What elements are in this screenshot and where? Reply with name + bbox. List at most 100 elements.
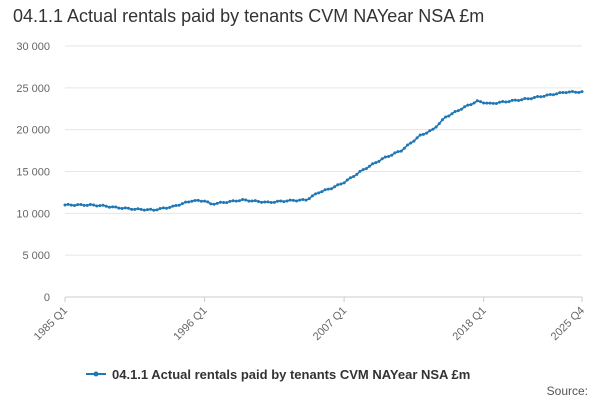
data-point[interactable] xyxy=(266,200,270,204)
data-point[interactable] xyxy=(310,194,314,198)
data-point[interactable] xyxy=(520,98,524,102)
data-point[interactable] xyxy=(406,143,410,147)
data-point[interactable] xyxy=(234,199,238,203)
data-point[interactable] xyxy=(402,146,406,150)
data-point[interactable] xyxy=(171,204,175,208)
data-point[interactable] xyxy=(282,200,286,204)
data-point[interactable] xyxy=(339,182,343,186)
data-point[interactable] xyxy=(475,99,479,103)
data-point[interactable] xyxy=(317,191,321,195)
data-point[interactable] xyxy=(225,201,229,205)
data-point[interactable] xyxy=(260,200,264,204)
data-point[interactable] xyxy=(513,98,517,102)
data-point[interactable] xyxy=(104,204,108,208)
data-point[interactable] xyxy=(333,185,337,189)
data-point[interactable] xyxy=(218,200,222,204)
data-point[interactable] xyxy=(114,205,118,209)
data-point[interactable] xyxy=(364,167,368,171)
data-point[interactable] xyxy=(193,198,197,202)
data-point[interactable] xyxy=(393,151,397,155)
data-point[interactable] xyxy=(295,199,299,203)
data-point[interactable] xyxy=(136,207,140,211)
data-point[interactable] xyxy=(145,208,149,212)
data-point[interactable] xyxy=(107,205,111,209)
data-point[interactable] xyxy=(390,153,394,157)
data-point[interactable] xyxy=(501,100,505,104)
data-point[interactable] xyxy=(555,92,559,96)
data-point[interactable] xyxy=(120,206,124,210)
data-point[interactable] xyxy=(504,100,508,104)
data-point[interactable] xyxy=(222,201,226,205)
data-point[interactable] xyxy=(130,207,134,211)
data-point[interactable] xyxy=(231,199,235,203)
data-point[interactable] xyxy=(63,203,67,207)
data-point[interactable] xyxy=(158,206,162,210)
data-point[interactable] xyxy=(415,136,419,140)
data-point[interactable] xyxy=(142,208,146,212)
data-point[interactable] xyxy=(329,187,333,191)
data-point[interactable] xyxy=(342,181,346,185)
data-point[interactable] xyxy=(250,199,254,203)
data-point[interactable] xyxy=(532,95,536,99)
data-point[interactable] xyxy=(152,208,156,212)
data-point[interactable] xyxy=(399,149,403,153)
data-point[interactable] xyxy=(444,115,448,119)
data-point[interactable] xyxy=(66,202,70,206)
data-point[interactable] xyxy=(374,161,378,165)
data-point[interactable] xyxy=(431,127,435,131)
data-point[interactable] xyxy=(76,203,80,207)
data-point[interactable] xyxy=(440,118,444,122)
data-point[interactable] xyxy=(526,97,530,101)
data-point[interactable] xyxy=(336,183,340,187)
data-point[interactable] xyxy=(285,199,289,203)
data-point[interactable] xyxy=(244,198,248,202)
data-point[interactable] xyxy=(98,204,102,208)
data-point[interactable] xyxy=(272,200,276,204)
data-point[interactable] xyxy=(545,93,549,97)
data-point[interactable] xyxy=(529,97,533,101)
data-point[interactable] xyxy=(276,199,280,203)
data-point[interactable] xyxy=(126,206,130,210)
data-point[interactable] xyxy=(196,198,200,202)
data-point[interactable] xyxy=(387,155,391,158)
data-point[interactable] xyxy=(101,203,105,207)
data-point[interactable] xyxy=(323,188,327,192)
data-point[interactable] xyxy=(371,162,375,166)
data-point[interactable] xyxy=(228,199,232,203)
data-point[interactable] xyxy=(510,98,514,102)
data-point[interactable] xyxy=(463,105,467,109)
data-point[interactable] xyxy=(79,203,83,206)
data-point[interactable] xyxy=(85,203,89,207)
data-point[interactable] xyxy=(377,159,381,163)
data-point[interactable] xyxy=(174,204,178,208)
data-point[interactable] xyxy=(577,91,581,95)
data-point[interactable] xyxy=(139,207,143,211)
data-point[interactable] xyxy=(314,192,318,196)
data-point[interactable] xyxy=(184,200,188,204)
data-point[interactable] xyxy=(507,100,511,104)
data-point[interactable] xyxy=(437,122,441,126)
data-point[interactable] xyxy=(488,101,492,105)
data-point[interactable] xyxy=(88,202,92,206)
data-point[interactable] xyxy=(82,203,86,207)
data-point[interactable] xyxy=(450,112,454,116)
data-point[interactable] xyxy=(459,107,463,111)
data-point[interactable] xyxy=(361,168,365,172)
data-point[interactable] xyxy=(536,95,540,98)
data-point[interactable] xyxy=(212,202,216,206)
data-point[interactable] xyxy=(466,103,470,107)
data-point[interactable] xyxy=(209,202,213,206)
data-point[interactable] xyxy=(456,109,460,113)
data-point[interactable] xyxy=(523,97,527,101)
data-point[interactable] xyxy=(570,89,574,93)
data-point[interactable] xyxy=(95,204,99,208)
data-point[interactable] xyxy=(498,100,502,104)
data-point[interactable] xyxy=(428,129,432,133)
data-point[interactable] xyxy=(288,198,292,202)
data-point[interactable] xyxy=(190,199,194,203)
data-point[interactable] xyxy=(409,141,413,145)
data-point[interactable] xyxy=(307,197,311,201)
data-point[interactable] xyxy=(485,101,489,105)
data-point[interactable] xyxy=(421,132,425,136)
data-point[interactable] xyxy=(352,175,356,179)
